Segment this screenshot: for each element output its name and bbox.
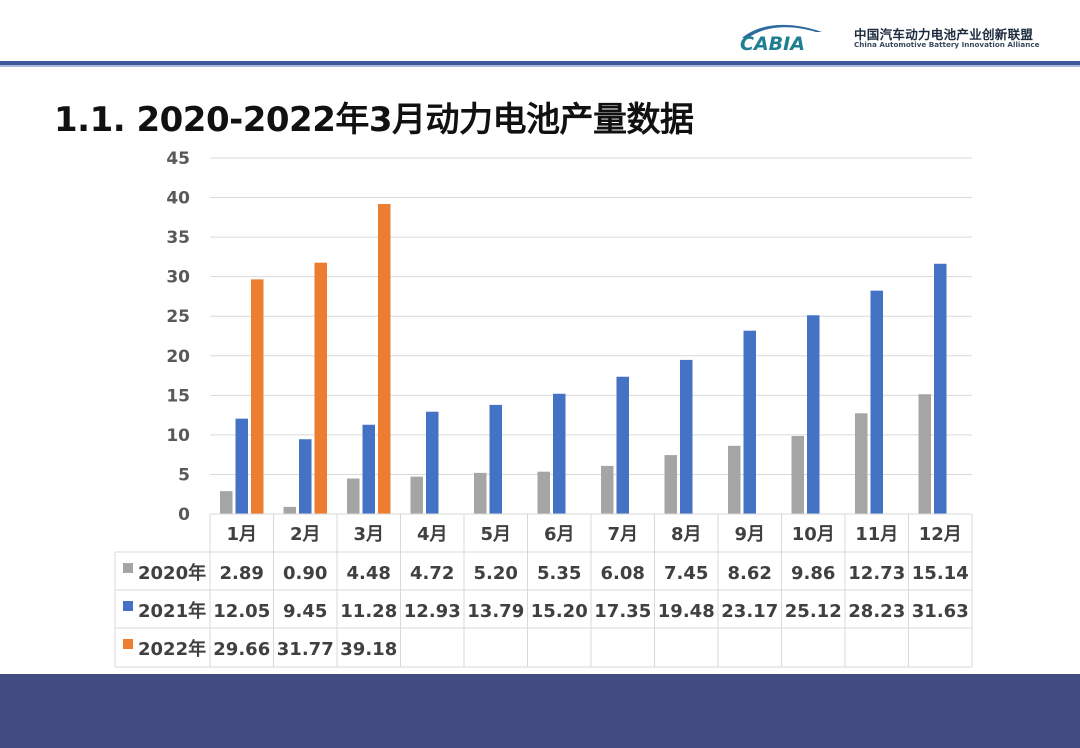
bar-2022年-3月 (378, 204, 391, 514)
legend-key-2020年 (123, 563, 133, 573)
bar-2020年-5月 (474, 472, 487, 514)
data-label: 2.89 (220, 563, 264, 584)
bar-2021年-8月 (680, 359, 693, 514)
y-tick-label: 40 (166, 189, 190, 209)
data-label: 5.20 (474, 563, 518, 584)
bar-2021年-7月 (616, 376, 629, 514)
legend-label: 2021年 (138, 600, 206, 622)
y-tick-label: 5 (178, 465, 190, 485)
bar-2020年-10月 (791, 435, 804, 514)
y-tick-label: 20 (166, 347, 190, 367)
bar-2020年-4月 (410, 476, 423, 514)
bar-2020年-8月 (664, 455, 677, 514)
bar-2021年-3月 (362, 424, 375, 514)
x-tick-label: 3月 (353, 524, 384, 545)
data-label: 7.45 (664, 563, 708, 584)
bar-2022年-2月 (314, 262, 327, 514)
y-tick-label: 0 (178, 505, 190, 525)
y-axis: 0 5 10 15 20 25 30 35 40 45 (166, 149, 190, 525)
x-tick-label: 6月 (544, 524, 575, 545)
y-tick-label: 10 (166, 426, 190, 446)
data-table: 1月 2月 3月 4月 5月 6月 7月 8月 9月 10月 11月 12月 2020年 2.89 0.90… (114, 513, 973, 668)
data-label: 12.05 (213, 601, 270, 622)
org-name-en: China Automotive Battery Innovation Alli… (854, 40, 1040, 49)
footer-band (0, 674, 1080, 748)
data-label: 12.93 (404, 601, 461, 622)
x-tick-label: 9月 (734, 524, 765, 545)
org-name-cn: 中国汽车动力电池产业创新联盟 (854, 27, 1034, 42)
bar-2022年-1月 (251, 279, 264, 514)
legend-key-2022年 (123, 639, 133, 649)
logo-swoosh (742, 24, 822, 38)
logo-wordmark: CABIA (740, 33, 805, 54)
bar-2021年-5月 (489, 404, 502, 514)
x-tick-label: 4月 (417, 524, 448, 545)
legend-label: 2022年 (138, 638, 206, 660)
bar-2020年-1月 (220, 491, 233, 514)
x-tick-label: 8月 (671, 524, 702, 545)
data-label: 9.45 (283, 601, 327, 622)
bar-2021年-4月 (426, 411, 439, 514)
bar-2020年-11月 (855, 413, 868, 514)
x-tick-label: 12月 (919, 524, 962, 545)
data-label: 4.72 (410, 563, 454, 584)
data-label: 31.77 (277, 639, 334, 660)
y-tick-label: 30 (166, 268, 190, 288)
data-label: 29.66 (213, 639, 270, 660)
bar-2020年-12月 (918, 394, 931, 514)
data-label: 9.86 (791, 563, 835, 584)
data-label: 6.08 (601, 563, 645, 584)
data-label: 17.35 (594, 601, 651, 622)
bar-2021年-6月 (553, 393, 566, 514)
page-title: 1.1. 2020-2022年3月动力电池产量数据 (54, 100, 694, 140)
bar-2020年-6月 (537, 471, 550, 514)
data-label: 5.35 (537, 563, 581, 584)
bar-2021年-11月 (870, 290, 883, 514)
x-tick-label: 1月 (226, 524, 257, 545)
x-tick-label: 5月 (480, 524, 511, 545)
bars (220, 204, 947, 514)
bar-2020年-9月 (728, 445, 741, 514)
x-tick-label: 10月 (792, 524, 835, 545)
data-label: 4.48 (347, 563, 391, 584)
x-tick-label: 11月 (855, 524, 898, 545)
legend-key-2021年 (123, 601, 133, 611)
bar-2021年-12月 (934, 263, 947, 514)
cabia-logo: CABIA (740, 24, 822, 54)
data-label: 28.23 (848, 601, 905, 622)
data-label: 11.28 (340, 601, 397, 622)
data-label: 19.48 (658, 601, 715, 622)
bar-2020年-3月 (347, 478, 360, 514)
y-tick-label: 25 (166, 307, 190, 327)
data-label: 15.20 (531, 601, 588, 622)
header-divider (0, 61, 1080, 65)
x-tick-label: 2月 (290, 524, 321, 545)
data-label: 13.79 (467, 601, 524, 622)
bar-2020年-7月 (601, 465, 614, 514)
data-label: 12.73 (848, 563, 905, 584)
data-label: 25.12 (785, 601, 842, 622)
bar-2021年-1月 (235, 418, 248, 514)
gridlines (210, 157, 972, 475)
y-tick-label: 15 (166, 386, 190, 406)
y-tick-label: 35 (166, 228, 190, 248)
bar-2020年-2月 (283, 506, 296, 514)
data-label: 23.17 (721, 601, 778, 622)
y-tick-label: 45 (166, 149, 190, 169)
data-label: 31.63 (912, 601, 969, 622)
data-label: 39.18 (340, 639, 397, 660)
x-tick-label: 7月 (607, 524, 638, 545)
data-label: 8.62 (728, 563, 772, 584)
header-divider-highlight (0, 65, 1080, 67)
data-label: 0.90 (283, 563, 327, 584)
bar-2021年-10月 (807, 315, 820, 514)
data-label: 15.14 (912, 563, 969, 584)
legend-label: 2020年 (138, 562, 206, 584)
bar-2021年-9月 (743, 330, 756, 514)
bar-2021年-2月 (299, 439, 312, 514)
